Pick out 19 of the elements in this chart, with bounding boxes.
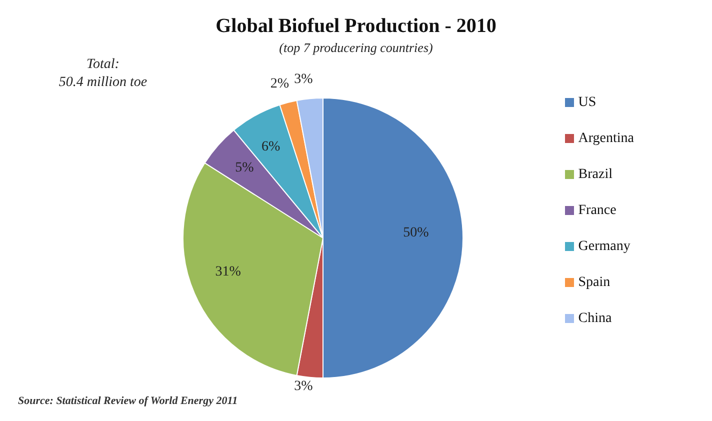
data-label: 5% — [235, 160, 254, 176]
data-label: 2% — [270, 76, 290, 92]
legend-label: China — [578, 310, 612, 326]
legend-label: Spain — [578, 274, 610, 290]
data-label: 3% — [294, 72, 314, 88]
legend-label: Brazil — [578, 166, 612, 182]
data-label: 6% — [261, 140, 280, 155]
source-note: Source: Statistical Review of World Energy 2011 — [18, 395, 238, 407]
text: Total: — [86, 57, 120, 72]
chart-title: Global Biofuel Production - 2010 — [216, 15, 496, 37]
text: 50.4 million toe — [58, 75, 148, 90]
data-label: 50% — [403, 226, 430, 240]
data-label: 3% — [294, 378, 314, 394]
legend-label: Germany — [578, 238, 630, 254]
legend-label: Argentina — [578, 130, 634, 146]
legend-label: France — [578, 202, 616, 218]
chart-subtitle: (top 7 producering countries) — [279, 40, 433, 55]
data-label: 31% — [215, 264, 242, 280]
legend-label: US — [578, 94, 596, 110]
